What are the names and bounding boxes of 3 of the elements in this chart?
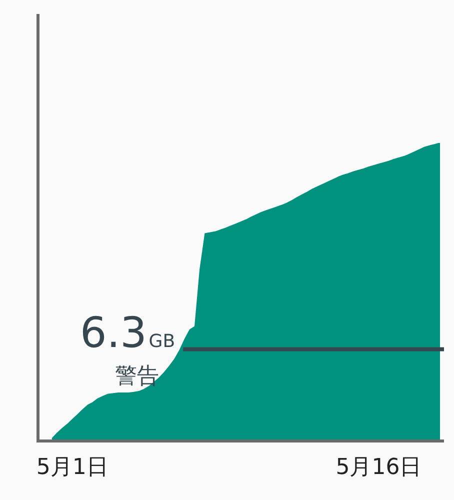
x-tick-label: 5月16日 xyxy=(336,454,422,480)
x-tick-label: 5月1日 xyxy=(36,454,108,480)
annotation: 警告 xyxy=(114,364,159,390)
